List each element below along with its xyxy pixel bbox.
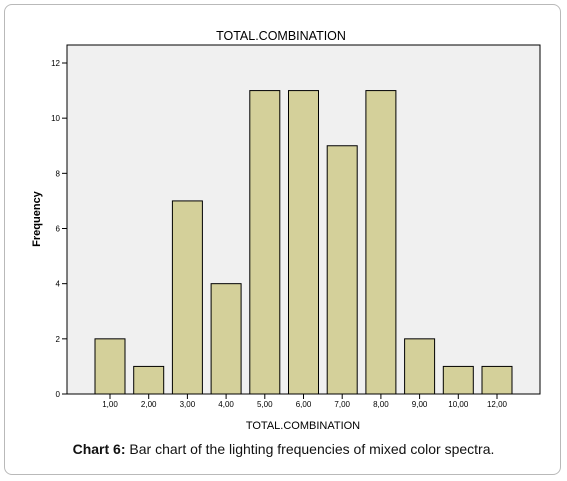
figure-caption: Chart 6: Bar chart of the lighting frequ…: [0, 441, 567, 457]
bar: [288, 90, 319, 395]
y-tick-label: 8: [56, 169, 61, 178]
y-tick-label: 6: [56, 225, 61, 234]
x-axis: 1,00 2,00 3,00 4,00 5,00 6,00 7,00 8,00 9,00 10,0…: [102, 394, 508, 409]
chart-title: TOTAL.COMBINATION: [216, 29, 346, 43]
bars: [94, 90, 513, 395]
bar: [210, 283, 242, 395]
caption-label: Chart 6:: [72, 441, 126, 457]
y-tick-label: 2: [56, 335, 61, 344]
x-tick-label: 12,00: [487, 400, 508, 409]
y-tick-label: 0: [56, 390, 61, 399]
x-tick-label: 7,00: [334, 400, 350, 409]
y-axis-label: Frequency: [31, 190, 43, 247]
bar: [404, 338, 436, 395]
x-tick-label: 6,00: [296, 400, 312, 409]
bar: [481, 365, 513, 395]
y-tick-label: 4: [56, 280, 61, 289]
bar-chart: TOTAL.COMBINATION TOTAL.COMBINATION Freq…: [31, 29, 541, 432]
x-tick-label: 4,00: [218, 400, 234, 409]
bar: [94, 338, 126, 395]
x-tick-label: 5,00: [257, 400, 273, 409]
bar: [365, 90, 397, 395]
x-tick-label: 9,00: [412, 400, 428, 409]
x-axis-label: TOTAL.COMBINATION: [246, 420, 360, 432]
x-tick-label: 8,00: [373, 400, 389, 409]
x-tick-label: 1,00: [102, 400, 118, 409]
bar: [326, 145, 358, 395]
x-tick-label: 2,00: [141, 400, 157, 409]
x-tick-label: 10,00: [448, 400, 469, 409]
bar: [171, 200, 203, 395]
caption-text: Bar chart of the lighting frequencies of…: [125, 441, 495, 457]
y-tick-label: 10: [51, 114, 60, 123]
bar: [133, 365, 165, 395]
y-axis: 0 2 4 6 8 10 12: [51, 59, 67, 399]
x-tick-label: 3,00: [180, 400, 196, 409]
y-tick-label: 12: [51, 59, 60, 68]
bar: [249, 90, 281, 395]
bar: [442, 365, 474, 395]
